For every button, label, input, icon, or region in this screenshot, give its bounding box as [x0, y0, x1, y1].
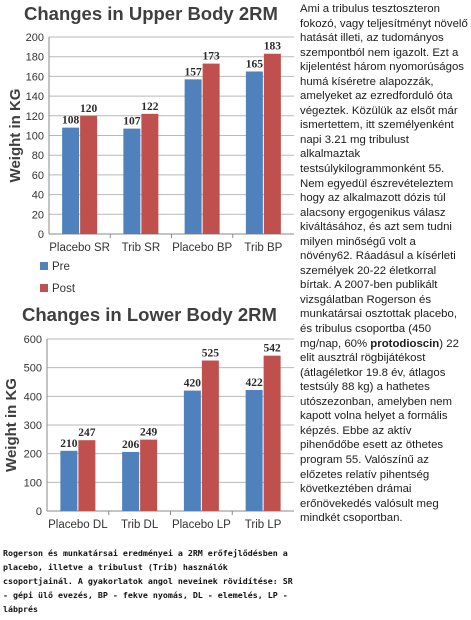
y-tick-label: 0 [36, 506, 42, 518]
figure-caption: Rogerson és munkatársai eredményei a 2RM… [3, 548, 293, 614]
lower-body-chart: Changes in Lower Body 2RM Weight in KG 0 10… [0, 302, 298, 542]
upper-body-chart: Changes in Upper Body 2RM Weight in KG 0 20… [0, 0, 298, 300]
data-label-pre: 422 [246, 377, 264, 389]
bar-pre [184, 79, 202, 234]
bar-post [263, 355, 281, 511]
article-text-bold: protodioscin [370, 337, 440, 350]
data-label-pre: 157 [185, 66, 203, 78]
data-label-post: 542 [264, 343, 282, 355]
y-tick-label: 600 [24, 334, 42, 346]
data-label-post: 120 [80, 103, 98, 115]
y-tick-label: 100 [24, 477, 42, 489]
bar-post [202, 63, 220, 234]
x-tick-label: Placebo BP [172, 242, 232, 254]
bar-post [201, 360, 219, 511]
bar-pre [245, 390, 263, 511]
bar-post [140, 439, 158, 511]
y-tick-label: 40 [32, 190, 44, 202]
y-tick-label: 20 [32, 209, 44, 221]
legend-swatch-pre [40, 262, 48, 270]
data-label-pre: 107 [123, 116, 141, 128]
bar-post [263, 53, 281, 235]
data-label-post: 247 [78, 427, 96, 439]
y-tick-label: 120 [26, 111, 44, 123]
y-tick-label: 100 [26, 131, 44, 143]
legend-label-pre: Pre [52, 261, 70, 273]
y-axis-label: Weight in KG [3, 378, 20, 472]
y-tick-label: 140 [26, 91, 44, 103]
legend-swatch-post [40, 284, 48, 292]
bar-pre [62, 127, 80, 234]
data-label-pre: 420 [184, 378, 202, 390]
x-tick-label: Placebo LP [172, 519, 231, 531]
article-text-part1: Ami a tribulus tesztoszteron fokozó, vag… [300, 3, 468, 350]
article-text-part2: ) 22 elit ausztrál rögbijátékost (átlagé… [300, 337, 459, 525]
y-tick-label: 500 [24, 363, 42, 375]
bar-pre [123, 128, 141, 234]
x-tick-label: Trib LP [245, 519, 282, 531]
y-tick-label: 400 [24, 391, 42, 403]
bar-pre [60, 450, 78, 511]
y-tick-label: 0 [38, 229, 44, 241]
bar-pre [122, 451, 140, 511]
x-tick-label: Placebo SR [49, 242, 110, 254]
y-tick-label: 200 [24, 449, 42, 461]
data-label-pre: 206 [122, 439, 140, 451]
y-tick-label: 160 [26, 71, 44, 83]
article-text: Ami a tribulus tesztoszteron fokozó, vag… [300, 2, 469, 526]
y-tick-label: 200 [26, 32, 44, 44]
bar-post [80, 115, 98, 234]
x-tick-label: Trib BP [244, 242, 282, 254]
data-label-pre: 108 [62, 115, 80, 127]
bar-post [78, 440, 96, 511]
y-axis-label: Weight in KG [7, 89, 24, 183]
x-tick-label: Placebo DL [48, 519, 108, 531]
chart-title: Changes in Upper Body 2RM [24, 3, 278, 24]
y-tick-label: 180 [26, 52, 44, 64]
bar-post [141, 113, 159, 234]
y-tick-label: 60 [32, 170, 44, 182]
data-label-post: 249 [140, 427, 158, 439]
y-tick-label: 300 [24, 420, 42, 432]
data-label-post: 183 [264, 41, 282, 53]
bar-pre [183, 390, 201, 511]
lower-body-chart-svg: Changes in Lower Body 2RM Weight in KG 0 10… [3, 304, 294, 531]
data-label-post: 122 [141, 101, 159, 113]
legend-label-post: Post [52, 283, 76, 295]
data-label-pre: 165 [246, 58, 264, 70]
data-label-pre: 210 [60, 438, 78, 450]
x-tick-label: Trib SR [122, 242, 161, 254]
x-tick-label: Trib DL [121, 519, 159, 531]
chart-title: Changes in Lower Body 2RM [22, 304, 277, 325]
data-label-post: 173 [203, 51, 221, 63]
y-tick-label: 80 [32, 150, 44, 162]
data-label-post: 525 [202, 348, 220, 360]
bar-pre [245, 71, 263, 234]
upper-body-chart-svg: Changes in Upper Body 2RM Weight in KG 0 20… [7, 3, 294, 295]
